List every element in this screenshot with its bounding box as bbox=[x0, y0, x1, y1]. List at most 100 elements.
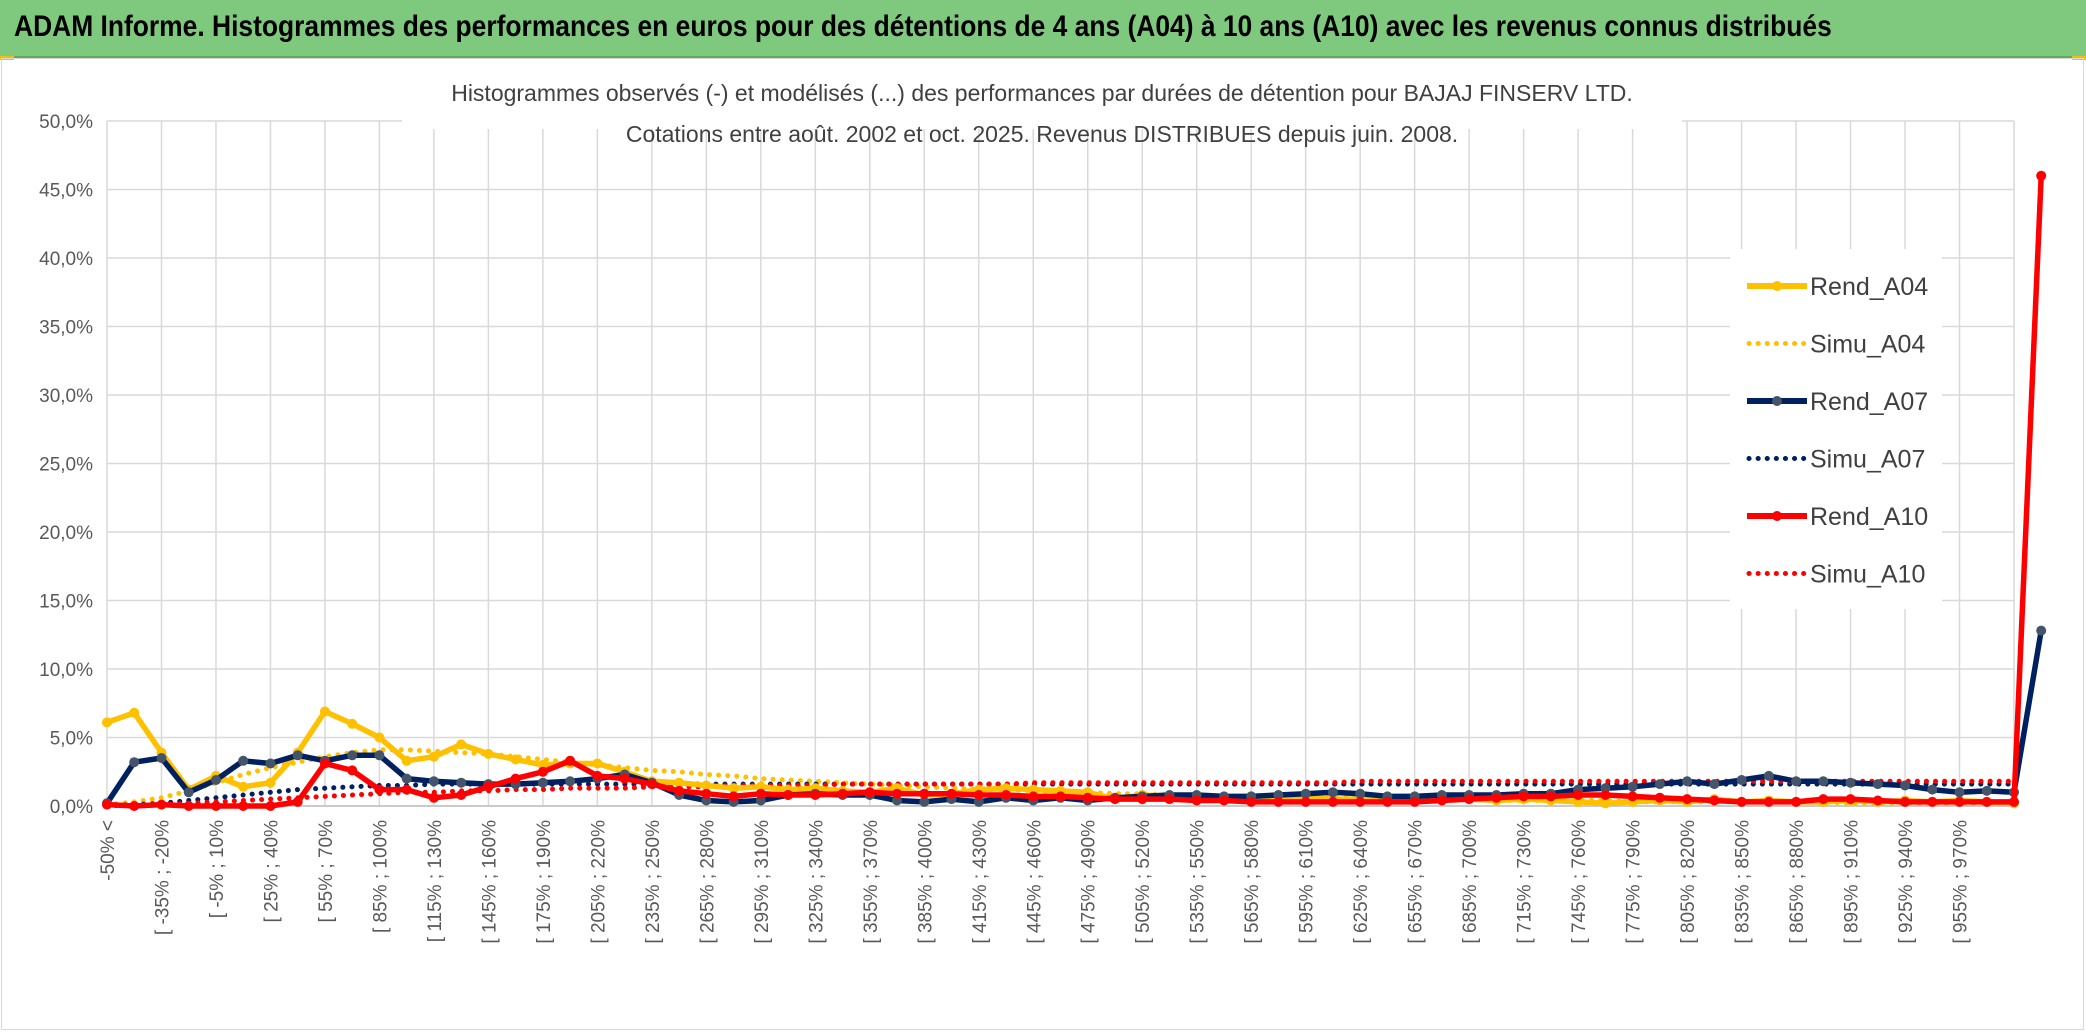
data-point bbox=[456, 777, 467, 788]
data-point bbox=[1300, 796, 1311, 807]
x-tick-label: [ 55% ; 70% bbox=[316, 820, 337, 923]
series-rend-a10 bbox=[102, 170, 2047, 811]
data-point bbox=[347, 750, 358, 761]
data-point bbox=[238, 801, 249, 811]
data-point bbox=[565, 776, 576, 787]
data-point bbox=[1654, 779, 1665, 790]
data-point bbox=[1246, 796, 1257, 807]
data-point bbox=[755, 788, 766, 799]
y-tick-label: 0,0% bbox=[50, 797, 93, 818]
legend-label: Simu_A07 bbox=[1810, 446, 1925, 474]
x-tick-label: [ 265% ; 280% bbox=[697, 820, 718, 944]
x-tick-label: [ 955% ; 970% bbox=[1951, 820, 1972, 944]
legend-marker bbox=[1772, 396, 1782, 406]
data-point bbox=[973, 790, 984, 800]
data-point bbox=[156, 753, 167, 763]
y-tick-label: 40,0% bbox=[39, 249, 93, 270]
data-point bbox=[1001, 790, 1011, 800]
data-point bbox=[1736, 775, 1747, 785]
data-point bbox=[265, 777, 276, 788]
x-tick-label: [ 655% ; 670% bbox=[1406, 820, 1427, 944]
data-point bbox=[1518, 791, 1529, 802]
legend: Rend_A04 Simu_A04 Rend_A07 Simu_A07 Rend_A10… bbox=[1730, 249, 1942, 609]
data-point bbox=[456, 739, 467, 750]
data-point bbox=[1164, 794, 1175, 805]
data-point bbox=[211, 775, 221, 785]
data-point bbox=[1627, 781, 1638, 792]
x-tick-label: [ 115% ; 130% bbox=[425, 820, 446, 942]
data-point bbox=[728, 791, 739, 802]
y-tick-label: 10,0% bbox=[39, 660, 93, 681]
data-point bbox=[401, 773, 412, 784]
data-point bbox=[1927, 796, 1938, 807]
data-point bbox=[728, 783, 739, 794]
data-point bbox=[1545, 791, 1556, 802]
data-point bbox=[1763, 796, 1774, 807]
x-tick-label: [ 715% ; 730% bbox=[1515, 820, 1536, 944]
data-point bbox=[1191, 795, 1202, 806]
x-tick-label: [ 835% ; 850% bbox=[1733, 820, 1754, 944]
data-point bbox=[1872, 795, 1883, 806]
x-tick-label: [ 625% ; 640% bbox=[1351, 820, 1372, 944]
legend-item-simu-a07: Simu_A07 bbox=[1746, 446, 1925, 474]
data-point bbox=[1327, 796, 1338, 807]
x-tick-label: [ 775% ; 790% bbox=[1624, 820, 1645, 944]
data-point bbox=[428, 792, 439, 803]
data-point bbox=[755, 781, 766, 792]
data-point bbox=[1028, 791, 1039, 802]
data-point bbox=[1055, 791, 1066, 802]
data-point bbox=[129, 801, 140, 811]
data-point bbox=[1981, 785, 1992, 796]
data-point bbox=[1382, 796, 1393, 807]
legend-label: Rend_A10 bbox=[1810, 503, 1928, 531]
y-tick-label: 45,0% bbox=[39, 181, 93, 202]
chart-subtitle: Cotations entre août. 2002 et oct. 2025.… bbox=[626, 121, 1458, 147]
y-tick-label: 20,0% bbox=[39, 523, 93, 544]
data-point bbox=[1600, 798, 1611, 809]
x-tick-label: [ 355% ; 370% bbox=[861, 820, 882, 944]
x-tick-label: [ 175% ; 190% bbox=[534, 820, 555, 944]
data-point bbox=[1954, 796, 1965, 807]
data-point bbox=[973, 796, 984, 807]
data-point bbox=[483, 781, 494, 792]
data-point bbox=[837, 788, 848, 799]
data-point bbox=[319, 758, 330, 769]
data-point bbox=[183, 787, 194, 798]
x-tick-label: [ 145% ; 160% bbox=[479, 820, 500, 944]
data-point bbox=[1573, 790, 1584, 800]
legend-label: Simu_A04 bbox=[1810, 331, 1925, 359]
data-point bbox=[428, 751, 439, 762]
data-point bbox=[265, 758, 276, 769]
legend-item-rend-a07: Rend_A07 bbox=[1747, 388, 1928, 416]
legend-marker bbox=[1772, 511, 1782, 521]
legend-marker bbox=[1772, 281, 1782, 291]
data-point bbox=[292, 750, 303, 761]
y-tick-label: 25,0% bbox=[39, 455, 93, 476]
x-axis-tick-labels: -50% < [ -35% ; -20% [ -5% ; 10% [ 25% ; 40… bbox=[98, 820, 1972, 944]
x-tick-label: [ 85% ; 100% bbox=[370, 820, 391, 933]
data-point bbox=[1682, 794, 1693, 805]
data-point bbox=[1600, 790, 1611, 800]
x-tick-label: -50% < bbox=[98, 820, 119, 881]
data-point bbox=[1709, 779, 1720, 790]
data-point bbox=[374, 750, 385, 761]
data-point bbox=[183, 801, 194, 811]
data-point bbox=[1464, 794, 1475, 805]
data-point bbox=[2036, 625, 2047, 636]
data-point bbox=[401, 755, 412, 766]
data-point bbox=[428, 776, 439, 787]
data-point bbox=[211, 801, 221, 811]
y-tick-label: 30,0% bbox=[39, 386, 93, 407]
chart-title-background bbox=[402, 61, 1682, 129]
x-tick-label: [ 295% ; 310% bbox=[752, 820, 773, 944]
x-tick-label: [ 475% ; 490% bbox=[1079, 820, 1100, 944]
x-tick-label: [ 25% ; 40% bbox=[261, 820, 282, 923]
x-tick-label: [ 505% ; 520% bbox=[1133, 820, 1154, 944]
data-point bbox=[592, 758, 603, 769]
x-tick-label: [ -35% ; -20% bbox=[152, 820, 173, 935]
data-point bbox=[292, 796, 303, 807]
data-point bbox=[374, 784, 385, 795]
x-tick-label: [ 205% ; 220% bbox=[588, 820, 609, 944]
data-point bbox=[1763, 770, 1774, 781]
data-point bbox=[1110, 794, 1120, 805]
